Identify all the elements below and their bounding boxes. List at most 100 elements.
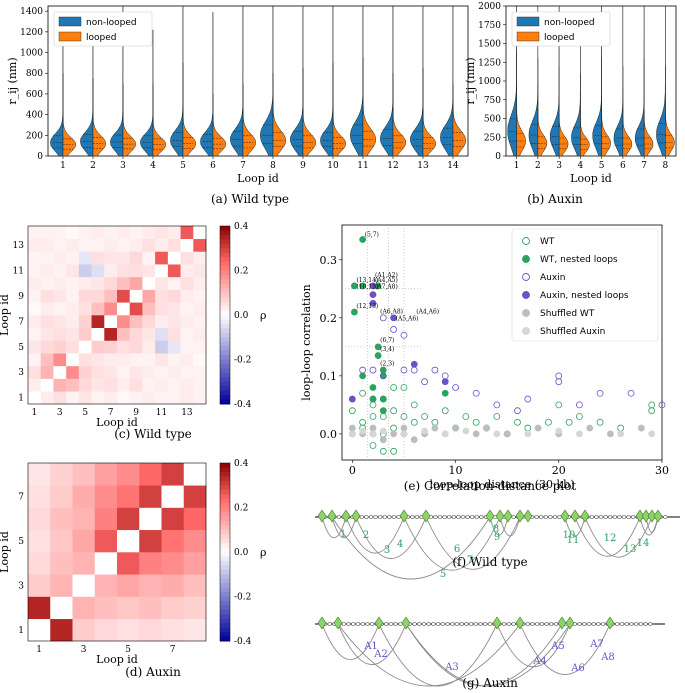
violin-nonlooped bbox=[170, 5, 184, 157]
bead bbox=[552, 514, 558, 520]
scatter-point bbox=[379, 366, 387, 374]
y-tick-label: 200 bbox=[26, 131, 43, 141]
scatter-point bbox=[617, 430, 625, 438]
violin-nonlooped bbox=[140, 29, 154, 157]
anchor-diamond bbox=[523, 509, 533, 523]
bead bbox=[368, 514, 374, 520]
colorbar-step bbox=[220, 494, 230, 500]
colorbar-step bbox=[220, 372, 230, 378]
colorbar-step bbox=[220, 346, 230, 352]
heatmap-cell bbox=[183, 507, 207, 531]
colorbar-step bbox=[220, 516, 230, 522]
x-tick-label: 10 bbox=[327, 161, 339, 171]
heatmap-cell bbox=[40, 302, 54, 316]
heatmap-cell bbox=[94, 507, 118, 531]
heatmap-cell bbox=[66, 264, 80, 278]
loop-label: 14 bbox=[637, 538, 650, 549]
anchor-diamond bbox=[641, 509, 651, 523]
scatter-point bbox=[359, 427, 367, 435]
y-tick-label: 400 bbox=[26, 111, 43, 121]
violin-looped bbox=[62, 72, 76, 157]
legend-marker bbox=[522, 273, 530, 281]
loop-label: A2 bbox=[373, 649, 388, 660]
loop-label: A7 bbox=[589, 639, 604, 650]
scatter-point bbox=[400, 366, 408, 374]
heatmap-cell bbox=[94, 596, 118, 620]
bead bbox=[478, 621, 483, 627]
bead bbox=[617, 514, 622, 520]
colorbar-step bbox=[220, 503, 230, 508]
bead bbox=[431, 621, 436, 627]
heatmap-cell bbox=[129, 315, 143, 329]
heatmap-cell bbox=[28, 327, 42, 341]
heatmap-cell bbox=[167, 340, 181, 354]
heatmap-cell bbox=[183, 596, 207, 620]
x-tick-label: 1 bbox=[60, 161, 66, 171]
heatmap-cell bbox=[117, 618, 140, 642]
scatter-point bbox=[379, 413, 387, 420]
caption-g: (g) Auxin bbox=[462, 676, 518, 690]
heatmap-cell bbox=[161, 552, 185, 575]
point-annotation: (12,13) bbox=[356, 303, 378, 310]
colorbar-step bbox=[220, 337, 230, 343]
heatmap-cell bbox=[53, 289, 67, 303]
colorbar-step bbox=[220, 323, 230, 329]
bead bbox=[543, 514, 548, 520]
colorbar-step bbox=[220, 614, 230, 620]
colorbar-step bbox=[220, 618, 230, 624]
heatmap-cell bbox=[139, 552, 162, 575]
point-annotation: (3,4) bbox=[380, 346, 394, 353]
anchor-diamond bbox=[557, 616, 567, 630]
scatter-point bbox=[483, 424, 490, 432]
scatter-point bbox=[410, 436, 418, 444]
legend-swatch-nonlooped bbox=[516, 16, 540, 27]
colorbar-step bbox=[220, 463, 230, 468]
heatmap-cell bbox=[142, 365, 156, 379]
heatmap-cell bbox=[94, 529, 118, 553]
colorbar-tick-label: -0.2 bbox=[234, 593, 251, 603]
colorbar-step bbox=[220, 279, 230, 285]
colorbar-step bbox=[220, 355, 230, 360]
colorbar-step bbox=[220, 560, 230, 566]
heatmap-cell bbox=[94, 618, 118, 642]
heatmap-cell bbox=[180, 238, 194, 252]
heatmap-cell bbox=[94, 463, 118, 486]
scatter-point bbox=[369, 395, 377, 403]
violin-nonlooped bbox=[410, 5, 424, 157]
heatmap-cell bbox=[72, 529, 96, 553]
scatter-point bbox=[555, 427, 563, 435]
heatmap-cell bbox=[117, 327, 131, 341]
heatmap-cell bbox=[104, 327, 118, 341]
bead bbox=[535, 621, 540, 627]
loop-label: A3 bbox=[444, 662, 459, 673]
scatter-point bbox=[379, 447, 387, 455]
panel-d-heatmap-auxin: 1 1 3 3 5 5 7 7 Loop id Loop id -0.4 -0.2 0.0 0.2 0.4 ρ bbox=[0, 459, 266, 666]
heatmap-cell bbox=[104, 315, 118, 329]
bead bbox=[473, 621, 478, 627]
heatmap-cell bbox=[139, 529, 162, 553]
colorbar-step bbox=[220, 234, 230, 240]
violin-looped bbox=[537, 58, 548, 157]
loop-label: A6 bbox=[570, 663, 585, 674]
scatter-point bbox=[410, 366, 418, 374]
scatter-point bbox=[462, 413, 470, 420]
heatmap-cell bbox=[117, 463, 140, 486]
heatmap-cell bbox=[155, 378, 169, 392]
heatmap-cell bbox=[180, 226, 194, 240]
scatter-point bbox=[400, 384, 408, 391]
y-tick-label: 1 bbox=[18, 394, 24, 404]
point-annotation: (A4,A5) bbox=[375, 277, 398, 284]
heatmap-cell bbox=[94, 552, 118, 575]
scatter-point bbox=[390, 384, 398, 391]
scatter-point bbox=[576, 430, 583, 438]
y-axis-label: Loop id bbox=[0, 294, 11, 336]
colorbar-step bbox=[220, 627, 230, 633]
colorbar-step bbox=[220, 377, 230, 383]
heatmap-cell bbox=[193, 251, 207, 265]
scatter-point bbox=[379, 395, 387, 403]
scatter-point bbox=[514, 407, 521, 415]
bead bbox=[591, 621, 596, 627]
